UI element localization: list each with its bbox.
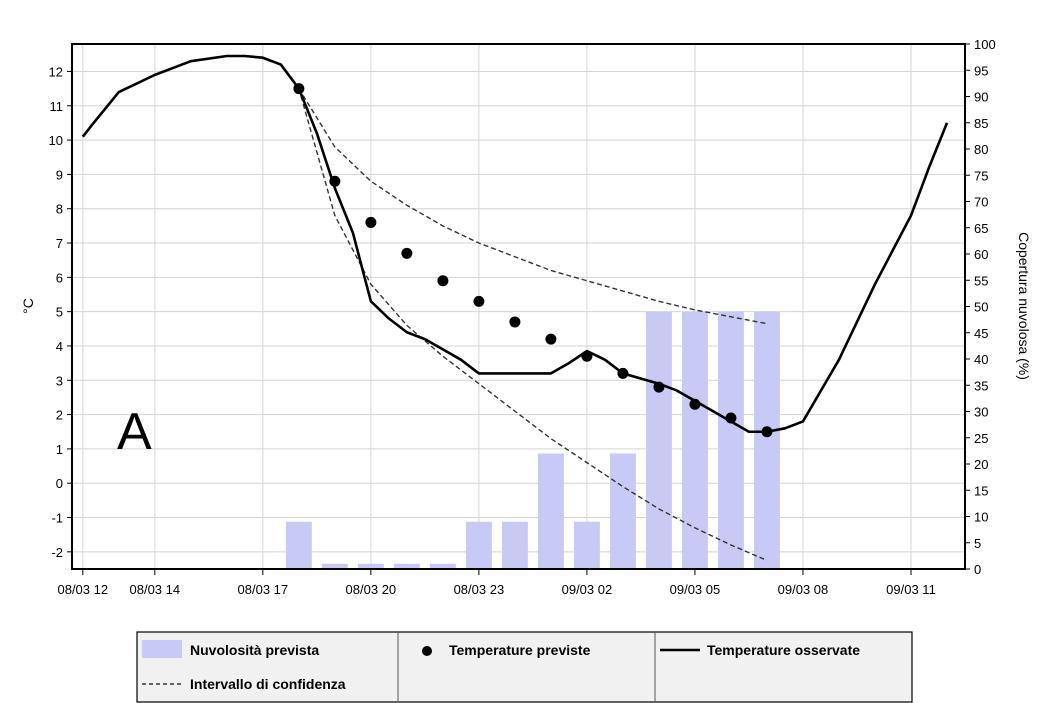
- forecast-point: [473, 295, 485, 307]
- cloud-bar: [609, 453, 636, 569]
- legend-box: [136, 631, 913, 703]
- y-right-tick-label: 25: [974, 431, 988, 446]
- y-left-tick-label: 5: [56, 305, 63, 320]
- y-right-tick-label: 10: [974, 510, 988, 525]
- confidence-lower-line: [298, 88, 768, 562]
- forecast-point: [293, 83, 305, 95]
- y-right-tick-label: 35: [974, 378, 988, 393]
- y-left-tick-label: 9: [56, 167, 63, 182]
- y-right-tick-label: 0: [974, 562, 981, 577]
- y-left-tick-label: 3: [56, 373, 63, 388]
- forecast-point: [401, 247, 413, 259]
- y-right-tick-label: 15: [974, 483, 988, 498]
- y-right-tick-label: 45: [974, 326, 988, 341]
- x-tick-label: 09/03 11: [886, 582, 936, 597]
- forecast-point: [689, 398, 701, 410]
- y-left-tick-label: 10: [49, 133, 63, 148]
- legend-label-cloud: Nuvolosità prevista: [190, 642, 319, 658]
- forecast-points-layer: [293, 83, 773, 438]
- x-tick-label: 09/03 08: [778, 582, 829, 597]
- x-tick-label: 08/03 23: [454, 582, 505, 597]
- y-left-tick-label: 6: [56, 270, 63, 285]
- y-right-tick-label: 75: [974, 168, 988, 183]
- forecast-point: [545, 333, 557, 345]
- y-right-tick-label: 95: [974, 63, 988, 78]
- legend-label-observed: Temperature osservate: [707, 642, 860, 658]
- observed-line-layer: [81, 54, 949, 434]
- x-tick-label: 08/03 12: [57, 582, 108, 597]
- legend-swatch-dot: [422, 646, 432, 656]
- forecast-point: [761, 426, 773, 438]
- y-left-tick-label: 8: [56, 202, 63, 217]
- cloud-bar: [429, 563, 456, 569]
- forecast-point: [725, 412, 737, 424]
- y-right-tick-label: 80: [974, 142, 988, 157]
- x-tick-label: 09/03 02: [562, 582, 613, 597]
- cloud-bar: [465, 521, 492, 569]
- cloud-bar: [717, 311, 744, 569]
- y-right-tick-label: 55: [974, 273, 988, 288]
- legend-label-confidence: Intervallo di confidenza: [190, 676, 346, 692]
- y-right-tick-label: 50: [974, 300, 988, 315]
- y-left-tick-label: -1: [51, 511, 63, 526]
- forecast-point: [365, 216, 377, 228]
- cloud-bar: [537, 453, 564, 569]
- cloud-bar: [357, 563, 384, 569]
- x-tick-label: 09/03 05: [670, 582, 721, 597]
- forecast-point: [509, 316, 521, 328]
- forecast-point: [581, 350, 593, 362]
- y-axis-right-title: Copertura nuvolosa (%): [1016, 232, 1032, 380]
- bars-layer: [285, 311, 780, 569]
- x-tick-label: 08/03 20: [346, 582, 397, 597]
- panel-letter: A: [117, 403, 152, 461]
- y-left-tick-label: 1: [56, 442, 63, 457]
- forecast-point: [437, 275, 449, 287]
- confidence-layer: [298, 88, 768, 562]
- cloud-bar: [573, 521, 600, 569]
- y-axis-left-title: °C: [20, 298, 36, 314]
- y-right-tick-label: 40: [974, 352, 988, 367]
- observed-temperature-line: [81, 54, 949, 434]
- y-right-tick-label: 70: [974, 195, 988, 210]
- y-left-tick-label: 2: [56, 408, 63, 423]
- cloud-bar: [681, 311, 708, 569]
- y-left-tick-label: -2: [51, 545, 63, 560]
- forecast-point: [329, 175, 341, 187]
- y-right-tick-label: 65: [974, 221, 988, 236]
- y-left-tick-label: 7: [56, 236, 63, 251]
- y-left-tick-label: 12: [49, 64, 63, 79]
- y-right-tick-label: 85: [974, 116, 988, 131]
- y-right-tick-label: 20: [974, 457, 988, 472]
- axes-layer: 1211109876543210-1-210095908580757065605…: [49, 37, 996, 597]
- y-left-tick-label: 0: [56, 476, 63, 491]
- legend: Nuvolosità prevista Temperature previste…: [136, 631, 913, 703]
- forecast-point: [653, 381, 665, 393]
- cloud-bar: [645, 311, 672, 569]
- y-right-tick-label: 30: [974, 405, 988, 420]
- cloud-bar: [393, 563, 420, 569]
- cloud-bar: [321, 563, 348, 569]
- legend-swatch-bar: [142, 640, 182, 658]
- y-left-tick-label: 4: [56, 339, 63, 354]
- cloud-bar: [753, 311, 780, 569]
- y-right-tick-label: 100: [974, 37, 996, 52]
- cloud-bar: [501, 521, 528, 569]
- y-right-tick-label: 5: [974, 536, 981, 551]
- x-tick-label: 08/03 17: [238, 582, 289, 597]
- cloud-bar: [285, 521, 312, 569]
- confidence-upper-line: [298, 88, 768, 325]
- y-right-tick-label: 90: [974, 90, 988, 105]
- x-tick-label: 08/03 14: [130, 582, 181, 597]
- forecast-point: [617, 367, 629, 379]
- legend-label-forecast: Temperature previste: [449, 642, 591, 658]
- y-right-tick-label: 60: [974, 247, 988, 262]
- y-left-tick-label: 11: [50, 99, 64, 114]
